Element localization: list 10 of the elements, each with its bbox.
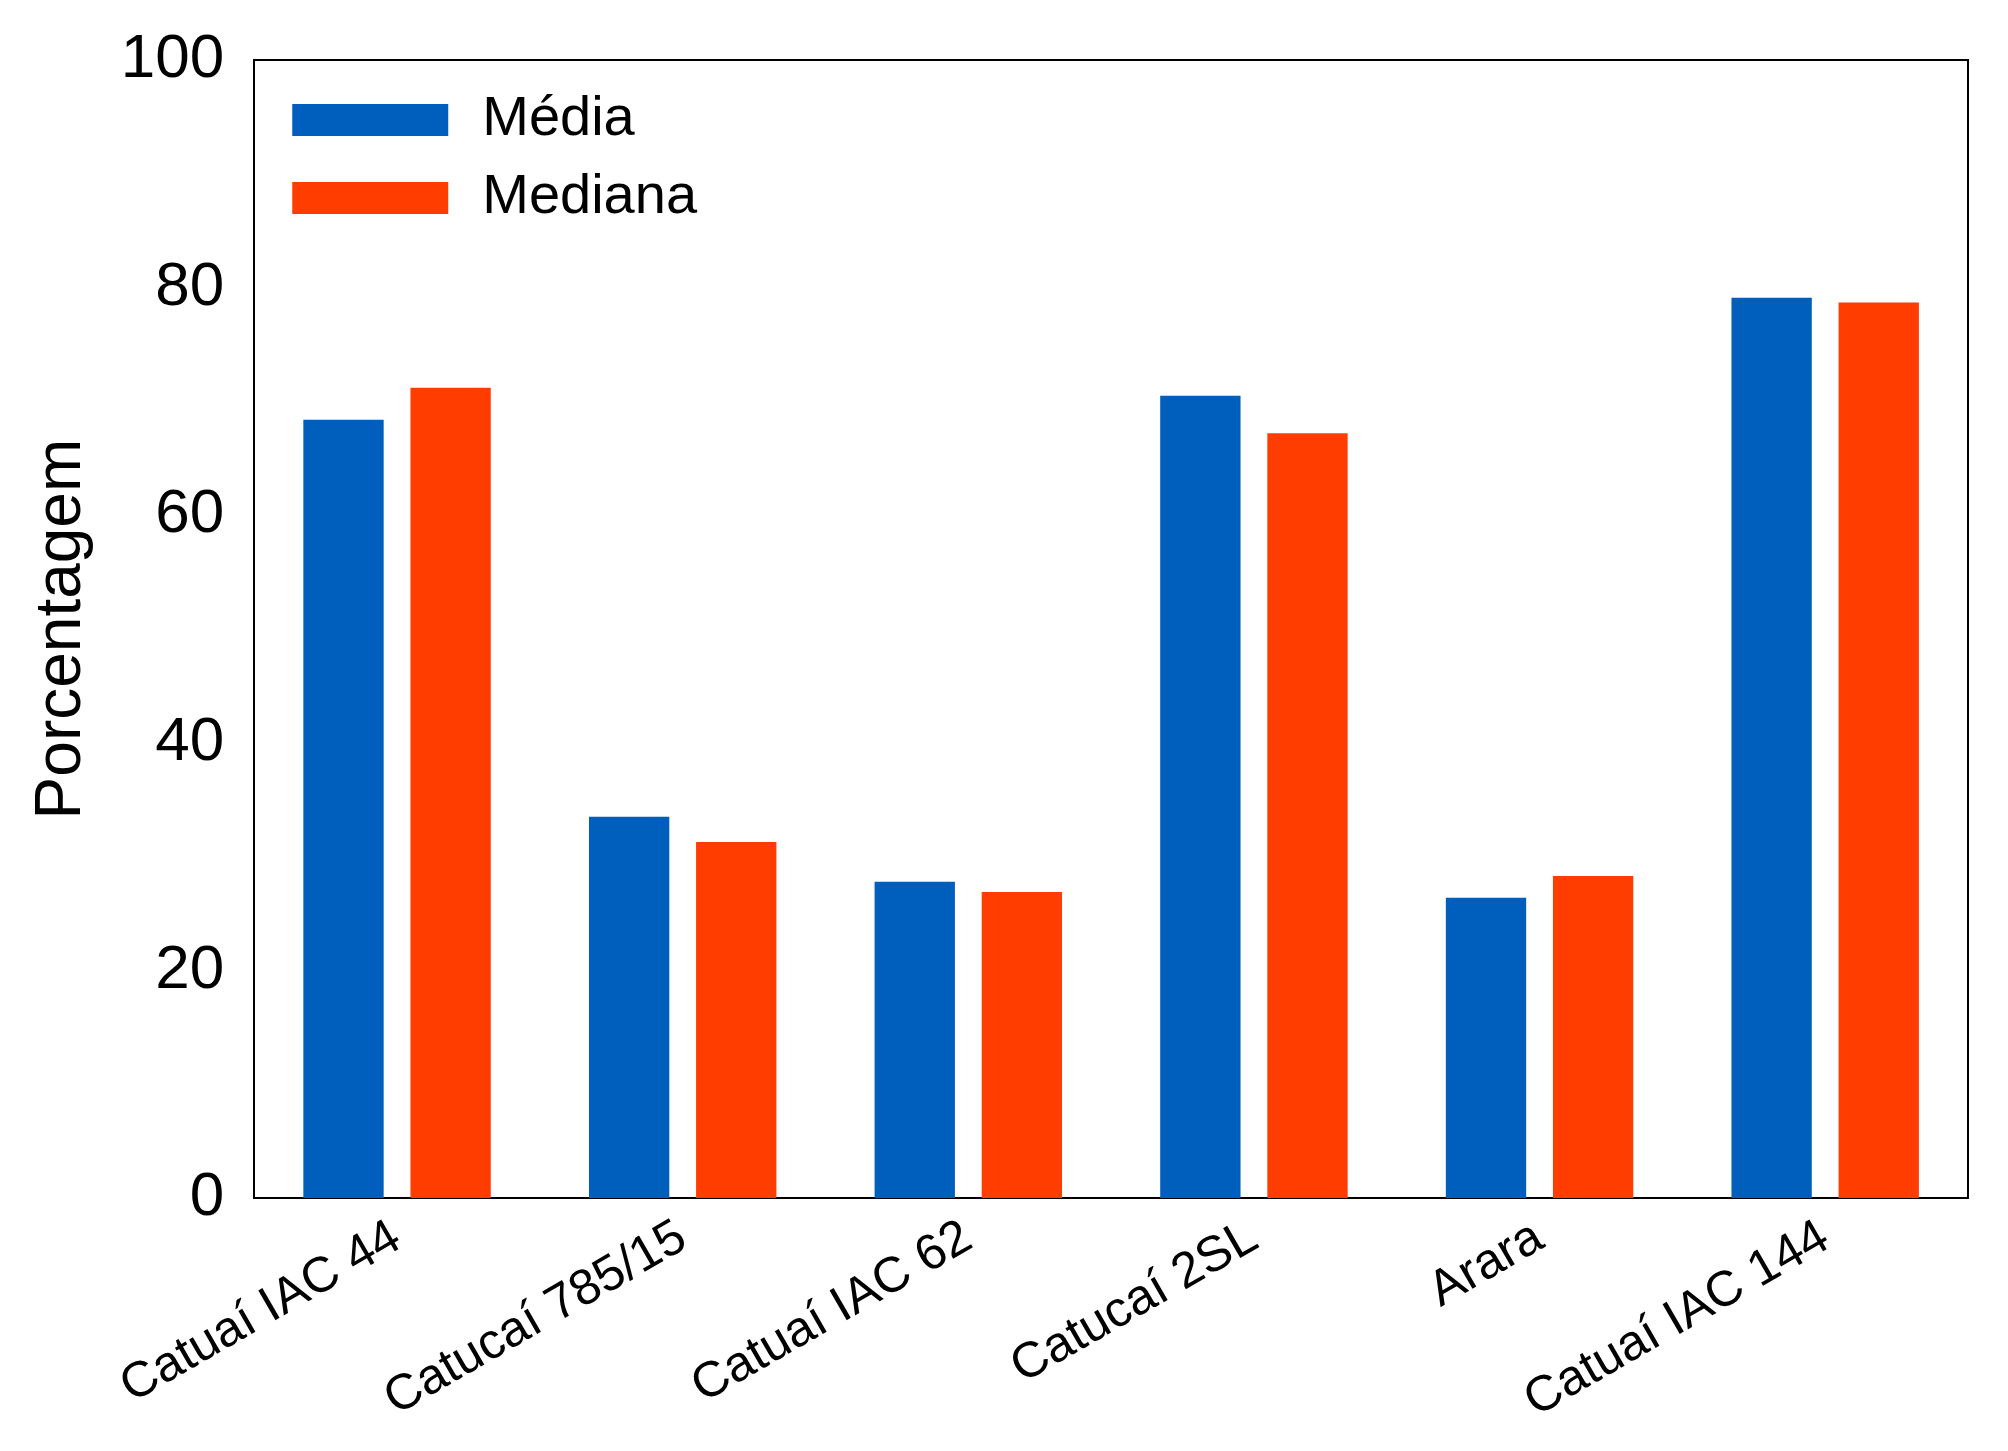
y-tick-label: 40 <box>155 703 225 773</box>
y-tick-label: 100 <box>120 21 225 91</box>
legend-label: Mediana <box>482 162 698 226</box>
x-tick-label: Arara <box>1418 1206 1553 1317</box>
y-tick-label: 20 <box>155 931 225 1001</box>
y-tick-label: 80 <box>155 248 225 318</box>
y-tick-label: 60 <box>155 476 225 546</box>
y-tick-label: 0 <box>189 1159 225 1229</box>
y-axis-title: Porcentagem <box>22 438 95 820</box>
legend-label: Média <box>482 84 636 148</box>
